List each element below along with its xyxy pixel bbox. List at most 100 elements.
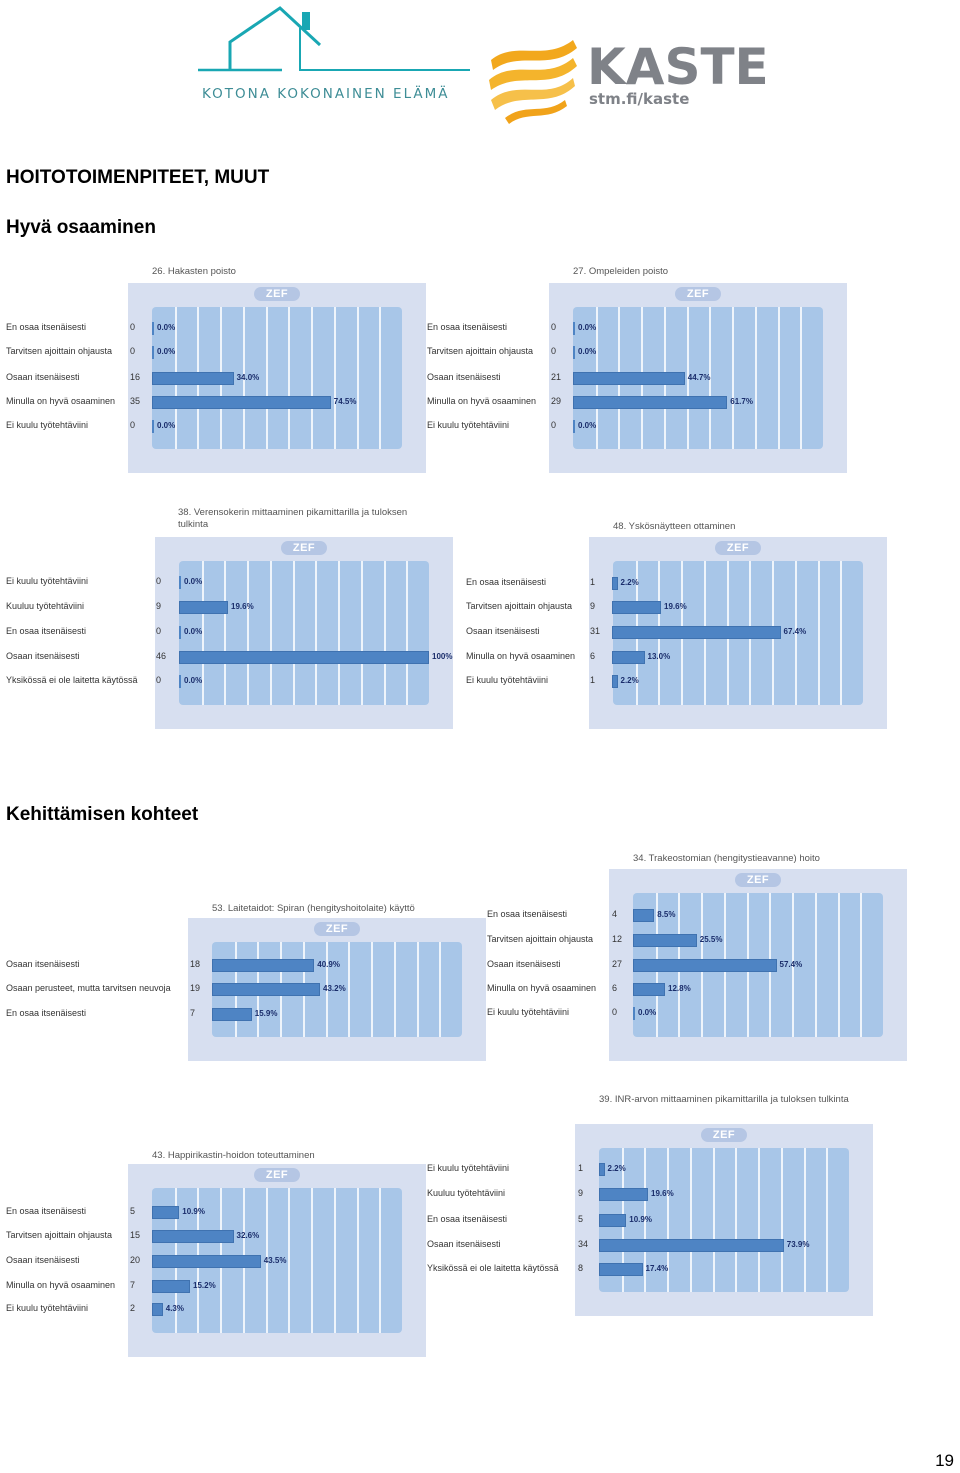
category-label: En osaa itsenäisesti (427, 322, 508, 332)
chart-bar (633, 959, 777, 972)
category-label: Tarvitsen ajoittain ohjausta (466, 601, 573, 611)
chart-bar (612, 577, 618, 590)
response-count: 9 (156, 601, 162, 611)
category-label: Tarvitsen ajoittain ohjausta (487, 934, 594, 944)
chart-bar (573, 346, 575, 359)
category-label: Ei kuulu työtehtäviini (6, 420, 89, 430)
response-count: 7 (130, 1280, 136, 1290)
category-label: Minulla on hyvä osaaminen (6, 396, 116, 406)
category-label: Osaan itsenäisesti (6, 959, 80, 969)
chart-bar (633, 934, 697, 947)
zef-badge: ZEF (254, 287, 300, 301)
gridline (826, 1148, 829, 1292)
chart-bar (152, 346, 154, 359)
gridline (840, 561, 843, 705)
response-count: 0 (130, 346, 136, 356)
gridline (315, 561, 318, 705)
chart-bar (599, 1239, 784, 1252)
category-label: Kuuluu työtehtäviini (427, 1188, 506, 1198)
data-label: 57.4% (779, 960, 803, 969)
gridline (792, 893, 795, 1037)
data-label: 74.5% (333, 397, 357, 406)
response-count: 5 (578, 1214, 584, 1224)
gridline (348, 942, 351, 1037)
data-label: 32.6% (236, 1231, 260, 1240)
waves-icon (489, 40, 577, 124)
gridline (356, 1188, 359, 1333)
section-title: HOITOTOIMENPITEET, MUUT (6, 167, 270, 188)
data-label: 10.9% (629, 1215, 652, 1224)
data-label: 34.0% (236, 373, 260, 382)
response-count: 8 (578, 1263, 584, 1273)
gridline (269, 561, 272, 705)
category-label: Ei kuulu työtehtäviini (427, 1163, 510, 1173)
response-count: 1 (590, 675, 596, 685)
gridline (406, 561, 409, 705)
chart-bar (633, 909, 655, 922)
data-label: 17.4% (645, 1264, 669, 1273)
zef-badge: ZEF (701, 1128, 747, 1142)
chart-title: 34. Trakeostomian (hengitystieavanne) ho… (633, 853, 820, 864)
response-count: 34 (578, 1239, 589, 1249)
data-label: 0.0% (184, 627, 203, 636)
chart-bar (633, 1007, 635, 1020)
response-count: 9 (578, 1188, 584, 1198)
data-label: 40.9% (317, 960, 340, 969)
category-label: Ei kuulu työtehtäviini (466, 675, 549, 685)
category-label: Minulla on hyvä osaaminen (487, 983, 597, 993)
category-label: En osaa itsenäisesti (487, 909, 568, 919)
data-label: 0.0% (184, 577, 203, 586)
chart-title: 48. Yskösnäytteen ottaminen (613, 521, 736, 532)
response-count: 6 (590, 651, 596, 661)
response-count: 21 (551, 372, 562, 382)
chart-bar (612, 601, 661, 614)
gridline (201, 561, 204, 705)
gridline (758, 1148, 761, 1292)
gridline (242, 307, 245, 449)
gridline (735, 1148, 738, 1292)
data-label: 10.9% (182, 1207, 205, 1216)
gridline (338, 561, 341, 705)
response-count: 0 (130, 420, 136, 430)
response-count: 20 (130, 1255, 141, 1265)
gridline (803, 1148, 806, 1292)
gridline (754, 307, 757, 449)
kaste-name: KASTE (587, 38, 769, 96)
gridline (360, 561, 363, 705)
chart-plot-area (179, 561, 429, 705)
data-label: 0.0% (578, 323, 597, 332)
chart-bar (612, 675, 618, 688)
response-count: 12 (612, 934, 623, 944)
zef-badge: ZEF (281, 541, 327, 555)
gridline (288, 307, 291, 449)
data-label: 2.2% (620, 676, 639, 685)
chart-bar (179, 626, 181, 639)
gridline (311, 307, 314, 449)
chart-bar (212, 959, 315, 972)
data-label: 43.2% (323, 984, 346, 993)
kaste-url: stm.fi/kaste (589, 90, 689, 108)
chart-bar (152, 396, 331, 409)
category-label: En osaa itsenäisesti (427, 1214, 508, 1224)
data-label: 19.6% (231, 602, 254, 611)
chart-panel: ZEF (155, 537, 453, 729)
category-label: Osaan itsenäisesti (487, 959, 561, 969)
chart-bar (152, 420, 154, 433)
chart-bar (152, 1206, 180, 1219)
data-label: 67.4% (783, 627, 807, 636)
chart-bar (599, 1263, 643, 1276)
gridline (814, 893, 817, 1037)
gridline (644, 1148, 647, 1292)
response-count: 16 (130, 372, 141, 382)
category-label: Yksikössä ei ole laitetta käytössä (6, 675, 138, 685)
gridline (780, 1148, 783, 1292)
category-label: Ei kuulu työtehtäviini (6, 1303, 89, 1313)
page-number: 19 (935, 1451, 954, 1470)
gridline (777, 307, 780, 449)
data-label: 19.6% (651, 1189, 674, 1198)
response-count: 0 (551, 346, 557, 356)
zef-badge: ZEF (254, 1168, 300, 1182)
gridline (732, 307, 735, 449)
data-label: 61.7% (730, 397, 753, 406)
category-label: Ei kuulu työtehtäviini (427, 420, 510, 430)
